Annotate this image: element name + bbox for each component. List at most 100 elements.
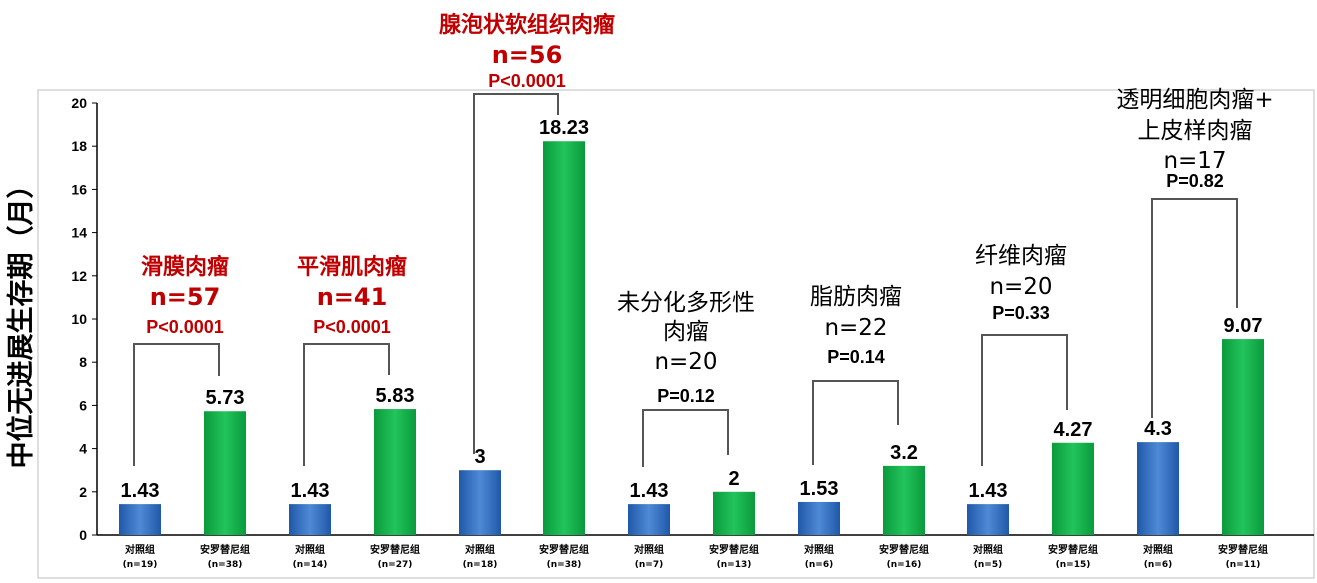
category-label: 对照组 [973,543,1003,556]
category-label: 安罗替尼组 [1218,543,1268,556]
comparison-bracket [812,380,899,465]
bars [119,141,1264,535]
comparison-bracket [133,343,220,466]
category-labels: 对照组 (n=19) 安罗替尼组 (n=38) 对照组 (n=14) 安罗替尼组 (n=27)… [123,543,1268,570]
category-label: 对照组 [295,543,325,556]
bar [119,504,161,535]
subtype-label: 未分化多形性 [617,290,755,316]
category-n-label: (n=6) [805,560,833,570]
y-tick-label: 16 [71,181,87,197]
y-tick-label: 2 [79,484,87,500]
value-label: 1.43 [291,480,330,502]
subtype-label: n=41 [317,283,388,311]
plot-frame [37,89,1315,579]
annotations: 滑膜肉瘤 n=57 P<0.0001 平滑肌肉瘤 n=41 P<0.0001 腺泡状软组织肉… [141,12,1274,406]
value-label: 18.23 [539,117,589,139]
y-tick-label: 20 [71,95,87,111]
category-n-label: (n=13) [717,560,752,570]
category-n-label: (n=38) [208,560,243,570]
y-axis-label: 中位无进展生存期（月） [5,172,37,469]
subtype-label: n=57 [150,283,221,311]
bar [459,470,501,535]
category-label: 安罗替尼组 [370,543,420,556]
bar [1137,442,1179,535]
brackets [133,93,1238,467]
value-label: 4.3 [1144,418,1172,440]
subtype-label: n=20 [654,349,717,375]
comparison-bracket [303,343,390,466]
bar [628,504,670,535]
subtype-label: 透明细胞肉瘤+ [1116,87,1273,113]
bar [1222,339,1264,535]
category-n-label: (n=7) [635,560,663,570]
category-n-label: (n=27) [378,560,413,570]
category-label: 安罗替尼组 [200,543,250,556]
subtype-label: 肉瘤 [663,319,709,345]
bar [543,141,585,535]
y-tick-label: 12 [71,268,87,284]
subtype-label: 上皮样肉瘤 [1138,118,1253,144]
bar [289,504,331,535]
category-label: 对照组 [634,543,664,556]
category-n-label: (n=16) [887,560,922,570]
category-label: 对照组 [125,543,155,556]
p-value-label: P=0.12 [657,386,715,406]
category-label: 安罗替尼组 [879,543,929,556]
y-tick-label: 14 [71,225,87,241]
y-tick-label: 0 [79,527,87,543]
bar [204,411,246,535]
value-label: 5.83 [376,385,415,407]
subtype-label: n=17 [1163,148,1226,174]
value-label: 4.27 [1054,419,1093,441]
value-label: 1.43 [121,480,160,502]
category-n-label: (n=15) [1056,560,1091,570]
category-label: 安罗替尼组 [709,543,759,556]
value-label: 1.43 [969,480,1008,502]
bar [1052,442,1094,535]
value-label: 9.07 [1224,315,1263,337]
value-label: 3 [474,446,485,468]
y-tick-label: 4 [79,441,87,457]
category-n-label: (n=11) [1226,560,1261,570]
y-tick-label: 8 [79,354,87,370]
p-value-label: P=0.14 [827,347,885,367]
comparison-bracket [981,334,1068,466]
bar [713,491,755,535]
value-label: 5.73 [206,387,245,409]
p-value-label: P<0.0001 [488,71,566,91]
category-label: 对照组 [465,543,495,556]
comparison-bracket [473,93,559,454]
bar [967,504,1009,535]
p-value-label: P=0.82 [1166,171,1224,191]
value-label: 1.43 [630,480,669,502]
subtype-label: 平滑肌肉瘤 [297,254,407,280]
category-n-label: (n=19) [123,560,158,570]
y-tick-label: 10 [71,311,87,327]
y-tick-label: 18 [71,138,87,154]
category-label: 安罗替尼组 [1048,543,1098,556]
category-n-label: (n=6) [1144,560,1172,570]
y-tick-label: 6 [79,397,87,413]
category-label: 对照组 [1143,543,1173,556]
subtype-label: 滑膜肉瘤 [141,254,229,280]
category-label: 安罗替尼组 [539,543,589,556]
bar [883,465,925,535]
category-n-label: (n=5) [974,560,1002,570]
subtype-label: n=56 [492,41,563,69]
subtype-label: 腺泡状软组织肉瘤 [439,12,615,38]
comparison-bracket [1151,198,1238,418]
subtype-label: 脂肪肉瘤 [810,284,902,310]
category-n-label: (n=18) [463,560,498,570]
p-value-label: P<0.0001 [146,317,224,337]
value-labels: 1.43 5.73 1.43 5.83 3 18.23 1.43 2 1.53 3.2 1.43 4.… [121,117,1263,502]
category-label: 对照组 [804,543,834,556]
value-label: 2 [728,468,739,490]
comparison-bracket [642,409,729,467]
value-label: 1.53 [800,478,839,500]
bar [798,501,840,535]
value-label: 3.2 [890,442,918,464]
category-n-label: (n=14) [293,560,328,570]
subtype-label: n=22 [824,315,887,341]
subtype-label: 纤维肉瘤 [975,243,1067,269]
